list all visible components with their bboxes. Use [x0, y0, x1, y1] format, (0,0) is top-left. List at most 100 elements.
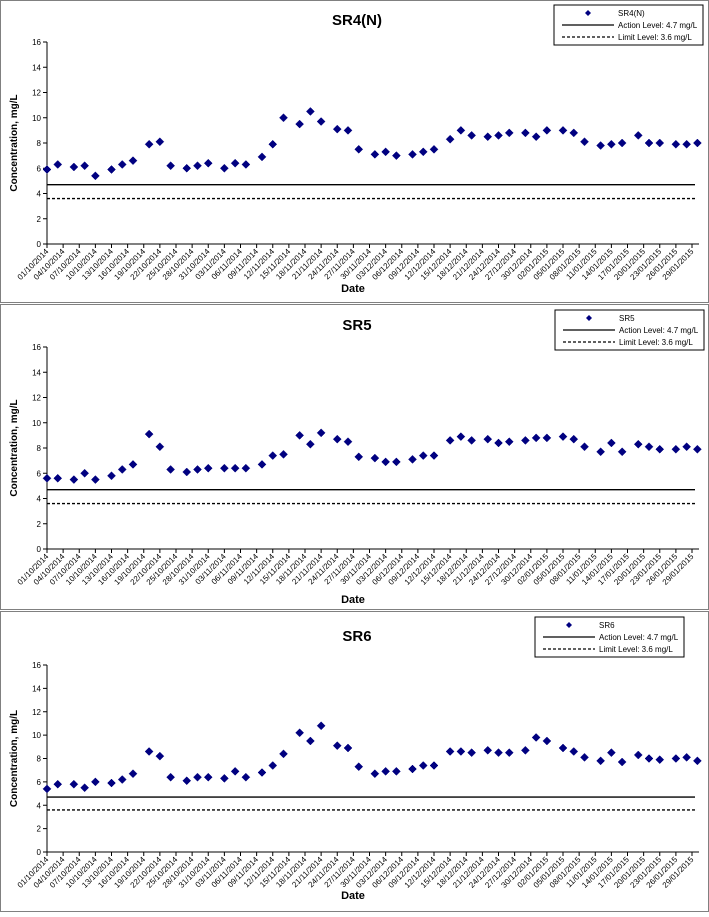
data-point	[607, 748, 616, 758]
data-point	[418, 147, 428, 157]
x-axis-label: Date	[341, 594, 365, 606]
data-point	[279, 113, 288, 123]
data-point	[155, 442, 165, 452]
data-point	[354, 762, 364, 772]
data-point	[392, 151, 401, 160]
data-point	[306, 736, 315, 746]
data-point	[182, 163, 192, 173]
data-point	[682, 442, 691, 452]
data-point	[596, 447, 605, 457]
data-point	[354, 452, 364, 462]
data-point	[316, 721, 326, 731]
legend-label: SR6	[599, 621, 615, 630]
data-point	[655, 444, 665, 454]
y-tick-label: 4	[37, 495, 42, 504]
legend-label: Limit Level: 3.6 mg/L	[619, 338, 693, 347]
y-tick-label: 14	[32, 684, 41, 693]
data-point	[155, 137, 165, 147]
data-point	[370, 769, 380, 779]
data-point	[633, 750, 643, 760]
x-axis-label: Date	[341, 283, 365, 295]
chart-panel-1: SR4(N)024681012141601/10/201404/10/20140…	[0, 0, 709, 303]
data-point	[494, 131, 503, 140]
y-tick-label: 6	[37, 164, 42, 173]
data-point	[107, 778, 116, 788]
data-point	[633, 131, 643, 140]
data-point	[295, 119, 304, 129]
data-point	[483, 745, 493, 755]
data-point	[494, 748, 503, 758]
data-point	[91, 171, 100, 181]
data-point	[332, 124, 342, 134]
legend-label: SR5	[619, 314, 635, 323]
data-point	[306, 107, 315, 116]
data-point	[42, 473, 52, 483]
data-point	[531, 433, 541, 443]
data-point	[203, 463, 213, 473]
data-point	[295, 728, 304, 738]
y-tick-label: 16	[32, 343, 41, 352]
data-point	[445, 436, 455, 445]
data-point	[617, 447, 627, 457]
data-point	[230, 463, 240, 473]
data-point	[241, 772, 251, 782]
data-point	[655, 138, 665, 148]
y-tick-label: 6	[37, 778, 42, 787]
data-point	[166, 161, 175, 171]
data-point	[107, 471, 116, 481]
y-tick-label: 6	[37, 469, 42, 478]
data-point	[682, 752, 691, 762]
data-point	[230, 767, 240, 776]
data-point	[53, 160, 63, 169]
data-point	[128, 156, 138, 166]
data-point	[241, 160, 251, 169]
data-point	[268, 451, 278, 460]
data-point	[332, 741, 342, 750]
legend-label: Limit Level: 3.6 mg/L	[618, 33, 692, 42]
data-point	[456, 747, 466, 756]
legend-label: SR4(N)	[618, 9, 645, 18]
data-point	[671, 139, 681, 149]
data-point	[617, 138, 627, 148]
data-point	[117, 465, 127, 474]
data-point	[53, 473, 63, 483]
chart-panel-2: SR5024681012141601/10/201404/10/201407/1…	[0, 304, 709, 610]
data-point	[671, 444, 681, 454]
data-point	[580, 137, 589, 147]
panel-border	[0, 0, 709, 303]
y-tick-label: 8	[37, 444, 42, 453]
data-point	[429, 451, 439, 460]
y-tick-label: 0	[37, 848, 42, 857]
data-point	[316, 117, 326, 126]
data-point	[241, 463, 251, 473]
data-point	[644, 754, 654, 763]
chart-title: SR4(N)	[332, 12, 382, 29]
y-tick-label: 14	[32, 368, 41, 377]
y-tick-label: 10	[32, 419, 41, 428]
y-tick-label: 2	[37, 215, 42, 224]
data-point	[644, 138, 654, 148]
data-point	[569, 747, 579, 756]
data-point	[117, 775, 127, 784]
legend: SR6 Action Level: 4.7 mg/L Limit Level: 3.…	[534, 616, 685, 658]
data-point	[203, 772, 213, 782]
data-point	[220, 163, 229, 173]
data-point	[504, 748, 514, 758]
data-point	[558, 126, 568, 135]
data-point	[332, 434, 342, 444]
data-point	[144, 747, 154, 756]
data-point	[80, 783, 89, 793]
legend-marker-diamond	[586, 315, 592, 321]
chart-title: SR6	[342, 628, 371, 645]
data-point	[558, 743, 568, 753]
data-point	[596, 756, 605, 766]
data-point	[456, 432, 466, 441]
data-point	[607, 438, 616, 448]
y-tick-label: 12	[32, 89, 41, 98]
data-point	[257, 460, 267, 469]
data-point	[381, 767, 390, 776]
y-axis-label: Concentration, mg/L	[9, 94, 20, 191]
data-point	[580, 752, 589, 762]
